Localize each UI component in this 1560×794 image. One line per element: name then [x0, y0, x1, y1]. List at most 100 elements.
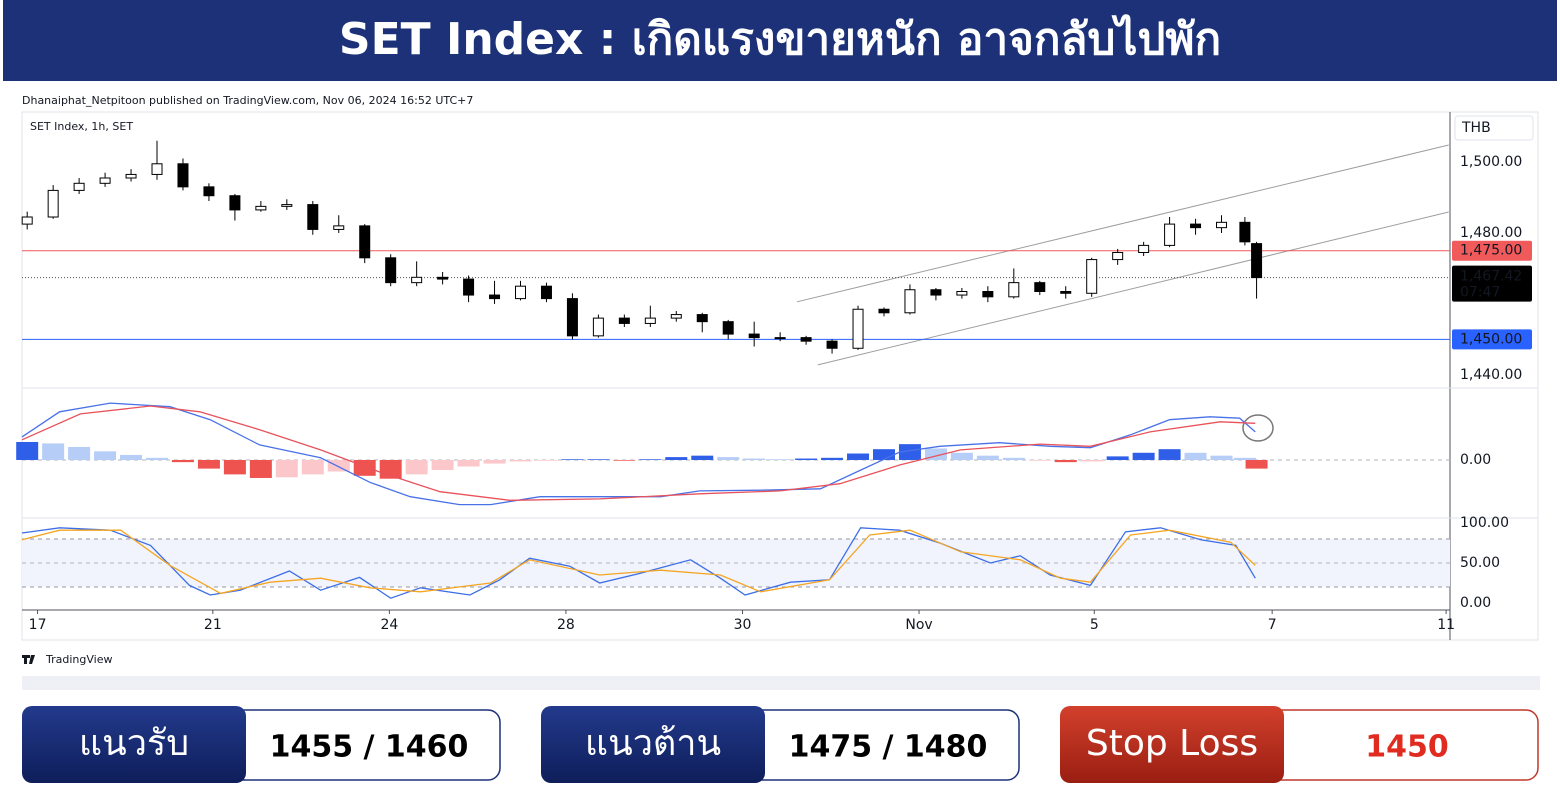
series-line: [21, 529, 1256, 595]
histogram-bar: [197, 459, 220, 469]
series-line: [21, 402, 1256, 506]
x-tick-label: 11: [1437, 617, 1455, 633]
histogram-bar: [847, 453, 870, 460]
x-tick-label: 17: [29, 617, 47, 633]
histogram-bar: [1210, 455, 1233, 460]
candle-body: [73, 182, 85, 191]
candle-body: [696, 314, 708, 323]
candle-body: [1239, 221, 1251, 243]
level-label-box: [541, 706, 765, 783]
levels: แนวรับ 1455 / 1460 แนวต้าน 1475 / 1480 Stop …: [22, 706, 1539, 783]
level-value: 1450: [1365, 730, 1449, 765]
candle-body: [670, 314, 682, 319]
histogram-bar: [924, 448, 947, 460]
candle-body: [463, 278, 475, 296]
candle-body: [203, 186, 215, 197]
histogram-bar: [587, 459, 610, 460]
candle-body: [618, 317, 630, 324]
candle-body: [151, 163, 163, 175]
logo-text: TradingView: [45, 653, 112, 666]
histogram-bar: [353, 459, 376, 476]
histogram-bar: [1028, 459, 1051, 461]
x-tick-label: 5: [1090, 617, 1099, 633]
histogram-bar: [1080, 459, 1103, 462]
candle-body: [489, 294, 501, 300]
histogram-bar: [821, 457, 844, 460]
attribution: Dhanaiphat_Netpitoon published on Tradin…: [22, 94, 473, 107]
histogram-bar: [120, 454, 143, 460]
annotation-circle: [1242, 414, 1274, 442]
histogram-bar: [1184, 452, 1207, 460]
series-line: [21, 405, 1256, 501]
candle-body: [930, 289, 942, 296]
candle-body: [852, 308, 864, 349]
histogram-bar: [561, 459, 584, 460]
histogram-bar: [1054, 459, 1077, 463]
price-label: 1,475.00: [1460, 243, 1522, 259]
histogram-bar: [665, 457, 688, 460]
histogram-bar: [1158, 449, 1181, 460]
histogram-bar: [717, 457, 740, 460]
level-label: แนวต้าน: [585, 723, 721, 764]
histogram-bar: [769, 459, 792, 460]
candle-body: [1060, 291, 1072, 294]
chart-frame: [21, 111, 1539, 641]
price-label-box: [1452, 329, 1532, 350]
histogram-bar: [68, 447, 91, 460]
level-value: 1455 / 1460: [270, 730, 469, 765]
candle-body: [1008, 282, 1020, 298]
x-tick-label: 24: [380, 617, 398, 633]
currency-box: [1454, 115, 1534, 141]
histogram-bar: [613, 459, 636, 461]
histogram-bar: [457, 459, 480, 467]
y-tick-label: 0.00: [1460, 595, 1491, 611]
histogram-bar: [872, 449, 895, 460]
x-tick-label: 28: [557, 617, 575, 633]
candle-body: [515, 285, 527, 300]
header-band: [3, 0, 1557, 81]
series-line: [817, 211, 1449, 366]
histogram-bar: [950, 452, 973, 460]
candle-body: [1034, 282, 1046, 293]
level-label: แนวรับ: [79, 723, 189, 764]
histogram-bar: [223, 459, 246, 475]
candle-body: [125, 173, 137, 179]
candle-body: [1190, 223, 1202, 229]
scroll-strip: [22, 676, 1540, 690]
histogram-bar: [1106, 456, 1129, 460]
candle-body: [21, 216, 33, 225]
candle-body: [826, 340, 838, 349]
histogram-bar: [42, 443, 65, 460]
histogram-bar: [1233, 457, 1256, 460]
candle-body: [540, 285, 552, 300]
level-label-box: [1060, 706, 1284, 783]
candle-body: [1216, 221, 1228, 229]
histogram-bar: [405, 459, 428, 475]
candle-body: [748, 333, 760, 339]
histogram-bar: [795, 458, 818, 460]
candle-body: [437, 276, 449, 280]
histogram-bar: [535, 459, 558, 461]
histogram-bar: [171, 459, 194, 463]
histogram-bar: [1245, 459, 1268, 469]
histogram-bar: [146, 457, 169, 460]
last-price-label: 1,467.42: [1460, 269, 1522, 285]
countdown: 07:47: [1460, 285, 1500, 301]
level-value: 1475 / 1480: [789, 730, 988, 765]
x-tick-label: Nov: [905, 617, 932, 633]
logo: TradingView: [22, 653, 112, 666]
price-label: 1,450.00: [1460, 331, 1522, 347]
level-label-box: [22, 706, 246, 783]
candle-body: [281, 204, 293, 207]
currency: THB: [1461, 120, 1491, 136]
candle-body: [878, 308, 890, 314]
candle-body: [1138, 244, 1150, 253]
candle-body: [47, 189, 59, 218]
candle-body: [1112, 251, 1124, 261]
histogram-bar: [431, 459, 454, 471]
x-tick-label: 21: [204, 617, 222, 633]
histogram-bar: [94, 451, 117, 460]
candle-body: [644, 317, 656, 324]
y-tick-label: 1,440.00: [1460, 367, 1522, 383]
